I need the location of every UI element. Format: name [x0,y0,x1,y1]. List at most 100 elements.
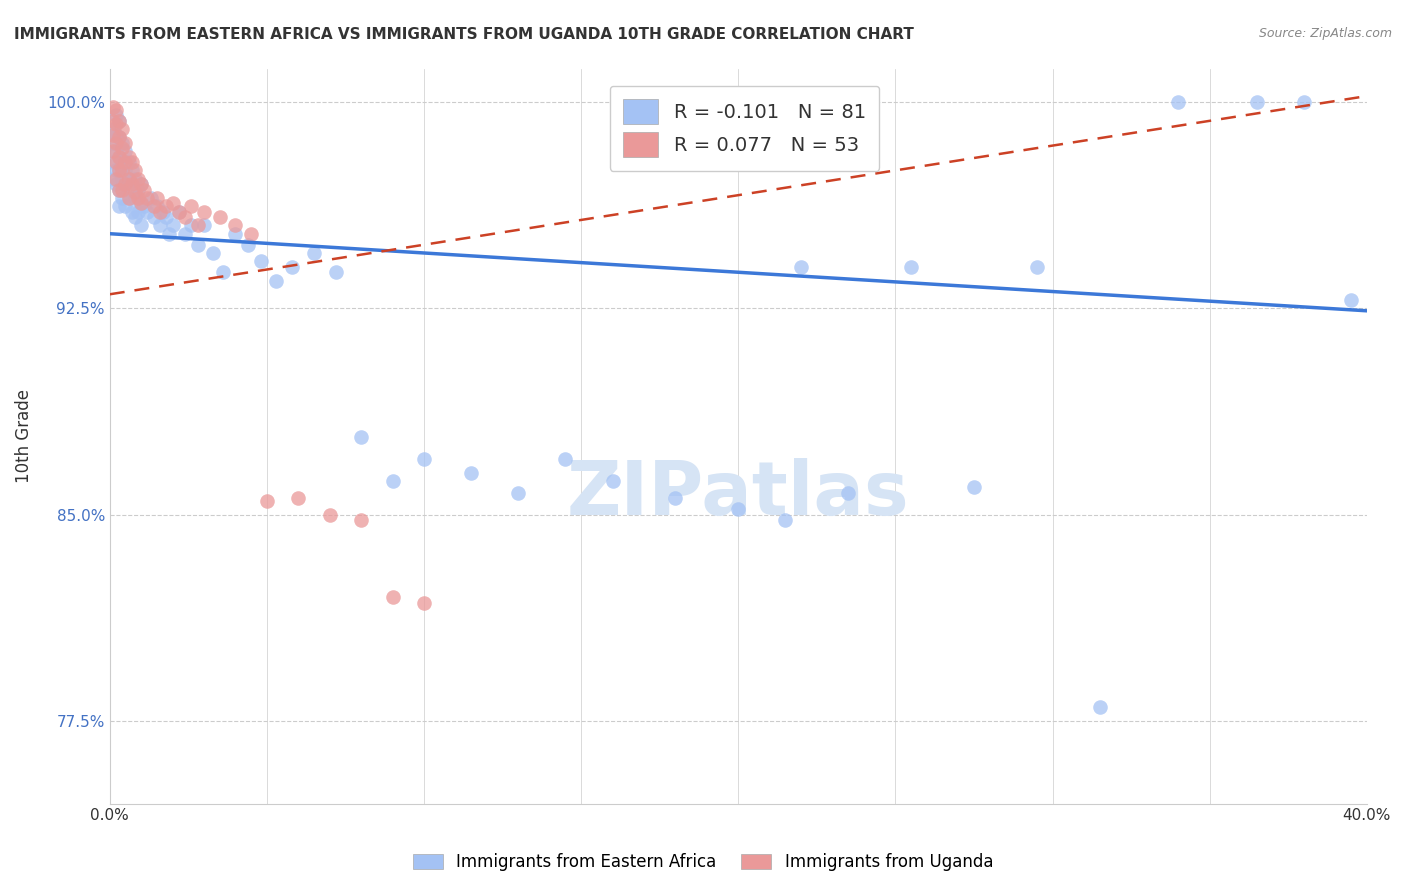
Point [1340,293,1362,307]
Point [105,103,128,117]
Point [101,100,124,114]
Point [1292,95,1315,109]
Point [124,191,146,205]
Point [193,219,215,233]
Point [727,502,749,516]
Point [302,246,325,260]
Legend: Immigrants from Eastern Africa, Immigrants from Uganda: Immigrants from Eastern Africa, Immigran… [405,845,1001,880]
Text: IMMIGRANTS FROM EASTERN AFRICA VS IMMIGRANTS FROM UGANDA 10TH GRADE CORRELATION : IMMIGRANTS FROM EASTERN AFRICA VS IMMIGR… [14,27,914,42]
Point [101,122,124,136]
Point [105,163,128,178]
Point [152,204,174,219]
Point [129,196,152,211]
Point [155,199,177,213]
Point [111,155,134,169]
Point [460,467,482,481]
Point [162,219,184,233]
Text: ZIPatlas: ZIPatlas [567,458,910,532]
Point [117,191,139,205]
Point [101,144,124,158]
Text: Source: ZipAtlas.com: Source: ZipAtlas.com [1258,27,1392,40]
Point [114,199,136,213]
Point [159,227,181,241]
Point [121,155,143,169]
Point [381,590,404,604]
Point [129,219,152,233]
Point [124,171,146,186]
Point [108,183,131,197]
Point [121,204,143,219]
Point [325,265,347,279]
Y-axis label: 10th Grade: 10th Grade [15,389,32,483]
Point [117,171,139,186]
Point [1167,95,1189,109]
Point [108,130,131,145]
Point [224,227,246,241]
Point [146,191,169,205]
Point [111,141,134,155]
Point [350,430,373,444]
Point [127,204,149,219]
Point [413,596,436,610]
Point [162,196,184,211]
Point [602,475,624,489]
Point [180,219,202,233]
Point [281,260,304,274]
Point [124,163,146,178]
Point [266,273,288,287]
Point [105,177,128,191]
Point [124,210,146,224]
Point [108,113,131,128]
Point [167,204,190,219]
Point [129,196,152,211]
Point [775,513,797,527]
Point [136,191,159,205]
Point [114,177,136,191]
Point [134,199,156,213]
Point [142,199,165,213]
Point [101,171,124,186]
Point [121,177,143,191]
Point [554,452,576,467]
Point [256,493,278,508]
Point [114,155,136,169]
Point [212,265,235,279]
Point [236,237,259,252]
Point [149,219,172,233]
Legend: R = -0.101   N = 81, R = 0.077   N = 53: R = -0.101 N = 81, R = 0.077 N = 53 [610,86,879,170]
Point [108,150,131,164]
Point [187,219,209,233]
Point [167,204,190,219]
Point [111,122,134,136]
Point [127,191,149,205]
Point [108,163,131,178]
Point [108,183,131,197]
Point [319,508,342,522]
Point [139,191,162,205]
Point [108,130,131,145]
Point [105,128,128,142]
Point [111,191,134,205]
Point [208,210,231,224]
Point [180,199,202,213]
Point [105,144,128,158]
Point [108,113,131,128]
Point [193,204,215,219]
Point [105,108,128,122]
Point [117,150,139,164]
Point [837,485,859,500]
Point [224,219,246,233]
Point [174,210,197,224]
Point [124,186,146,200]
Point [114,144,136,158]
Point [249,254,271,268]
Point [105,136,128,150]
Point [900,260,922,274]
Point [117,191,139,205]
Point [1088,700,1111,714]
Point [202,246,225,260]
Point [136,204,159,219]
Point [114,136,136,150]
Point [1246,95,1268,109]
Point [134,183,156,197]
